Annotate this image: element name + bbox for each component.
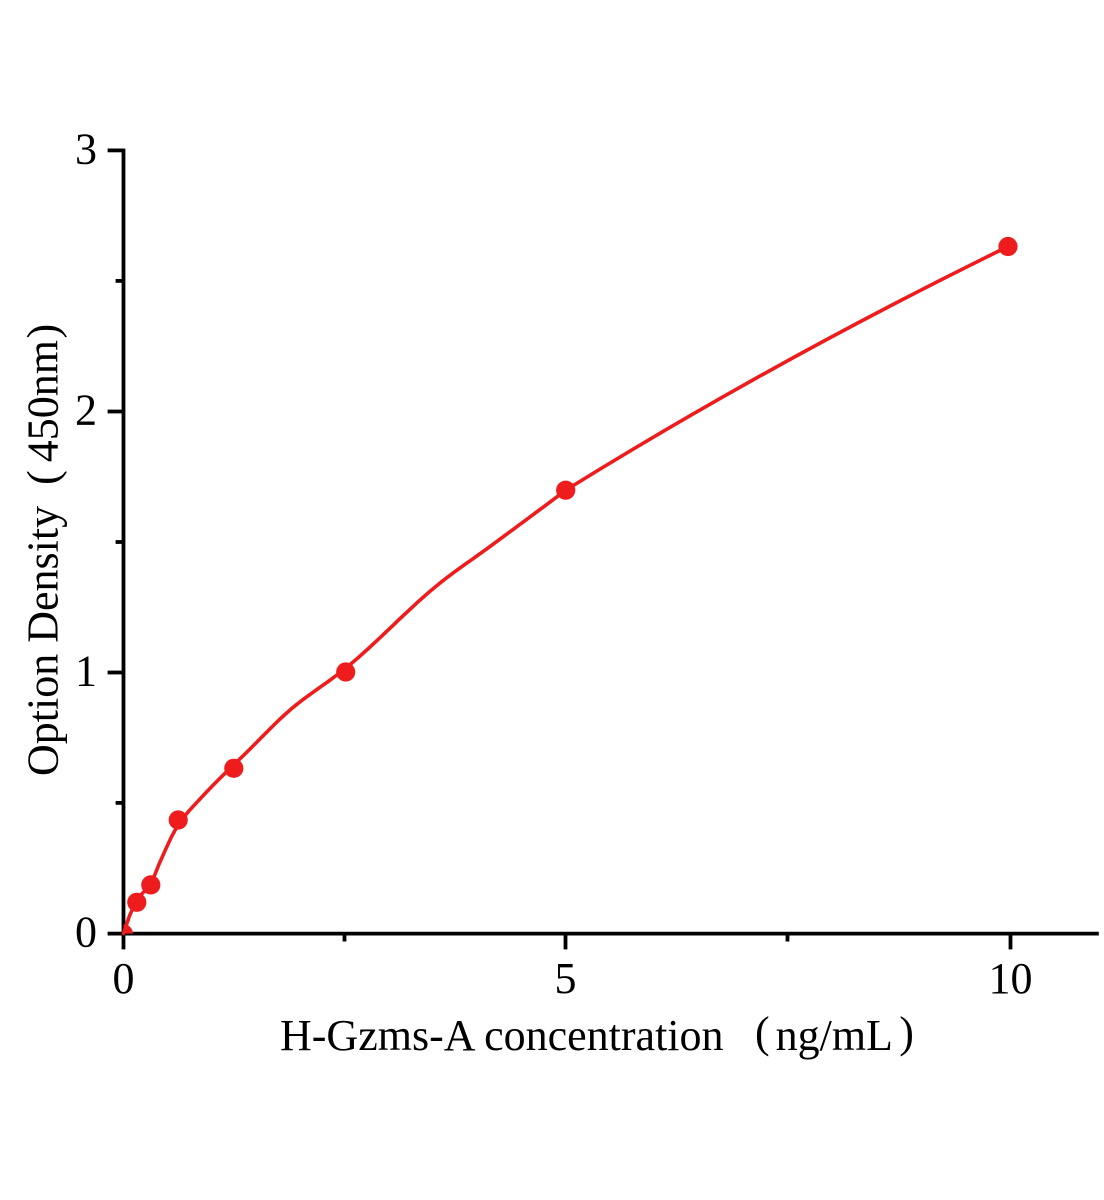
svg-text:3: 3 (75, 124, 97, 173)
svg-text:10: 10 (989, 954, 1033, 1003)
svg-text:(: ( (755, 1008, 770, 1057)
svg-text:ng/mL: ng/mL (776, 1011, 893, 1060)
svg-text:2: 2 (75, 386, 97, 435)
svg-text:1: 1 (75, 647, 97, 696)
svg-text:0: 0 (75, 908, 97, 957)
svg-text:0: 0 (113, 954, 135, 1003)
svg-text:H-Gzms-A concentration: H-Gzms-A concentration (280, 1011, 724, 1060)
svg-text:5: 5 (555, 954, 577, 1003)
svg-text:Option Density(450nm): Option Density(450nm) (19, 324, 68, 776)
svg-text:): ) (899, 1008, 914, 1057)
